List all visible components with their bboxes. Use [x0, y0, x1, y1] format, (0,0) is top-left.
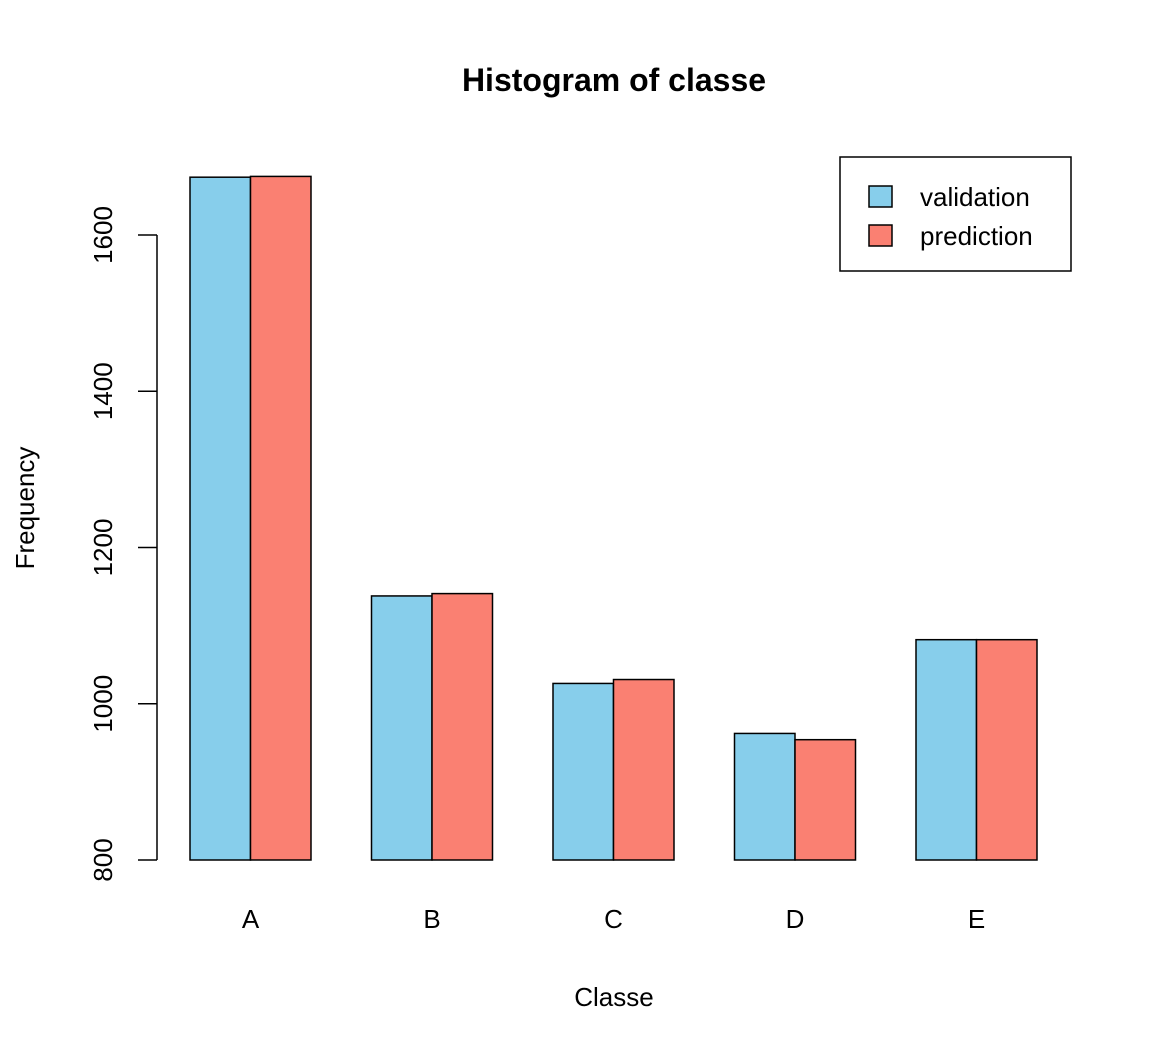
legend-box: [839, 156, 1072, 272]
bar-validation-D: [733, 732, 796, 861]
x-axis-label: Classe: [574, 982, 653, 1012]
chart-title: Histogram of classe: [462, 62, 766, 98]
bar-prediction-E: [975, 638, 1038, 861]
y-axis: 800 1000 1200 1400 1600: [88, 206, 158, 882]
legend-label-validation: validation: [920, 182, 1030, 212]
y-tick-label: 1400: [88, 362, 118, 420]
bar-prediction-C: [612, 678, 675, 861]
legend: validation prediction: [839, 156, 1072, 272]
y-tick-label: 800: [88, 838, 118, 881]
x-tick-label: D: [786, 904, 805, 934]
legend-label-prediction: prediction: [920, 221, 1033, 251]
bar-validation-E: [915, 638, 978, 861]
bar-validation-B: [370, 595, 433, 861]
bar-validation-C: [552, 682, 615, 861]
x-tick-labels: A B C D E: [242, 904, 985, 934]
x-tick-label: E: [968, 904, 985, 934]
x-tick-label: B: [423, 904, 440, 934]
bar-prediction-D: [794, 738, 857, 861]
bar-prediction-B: [431, 592, 494, 861]
legend-swatch-validation: [868, 185, 893, 208]
y-tick-label: 1000: [88, 675, 118, 733]
bars: [189, 175, 1038, 861]
x-tick-label: A: [242, 904, 260, 934]
legend-swatch-prediction: [868, 224, 893, 247]
y-tick-label: 1200: [88, 519, 118, 577]
bar-validation-A: [189, 176, 252, 861]
bar-prediction-A: [249, 175, 312, 861]
y-tick-label: 1600: [88, 206, 118, 264]
x-tick-label: C: [604, 904, 623, 934]
y-axis-label: Frequency: [10, 447, 40, 570]
